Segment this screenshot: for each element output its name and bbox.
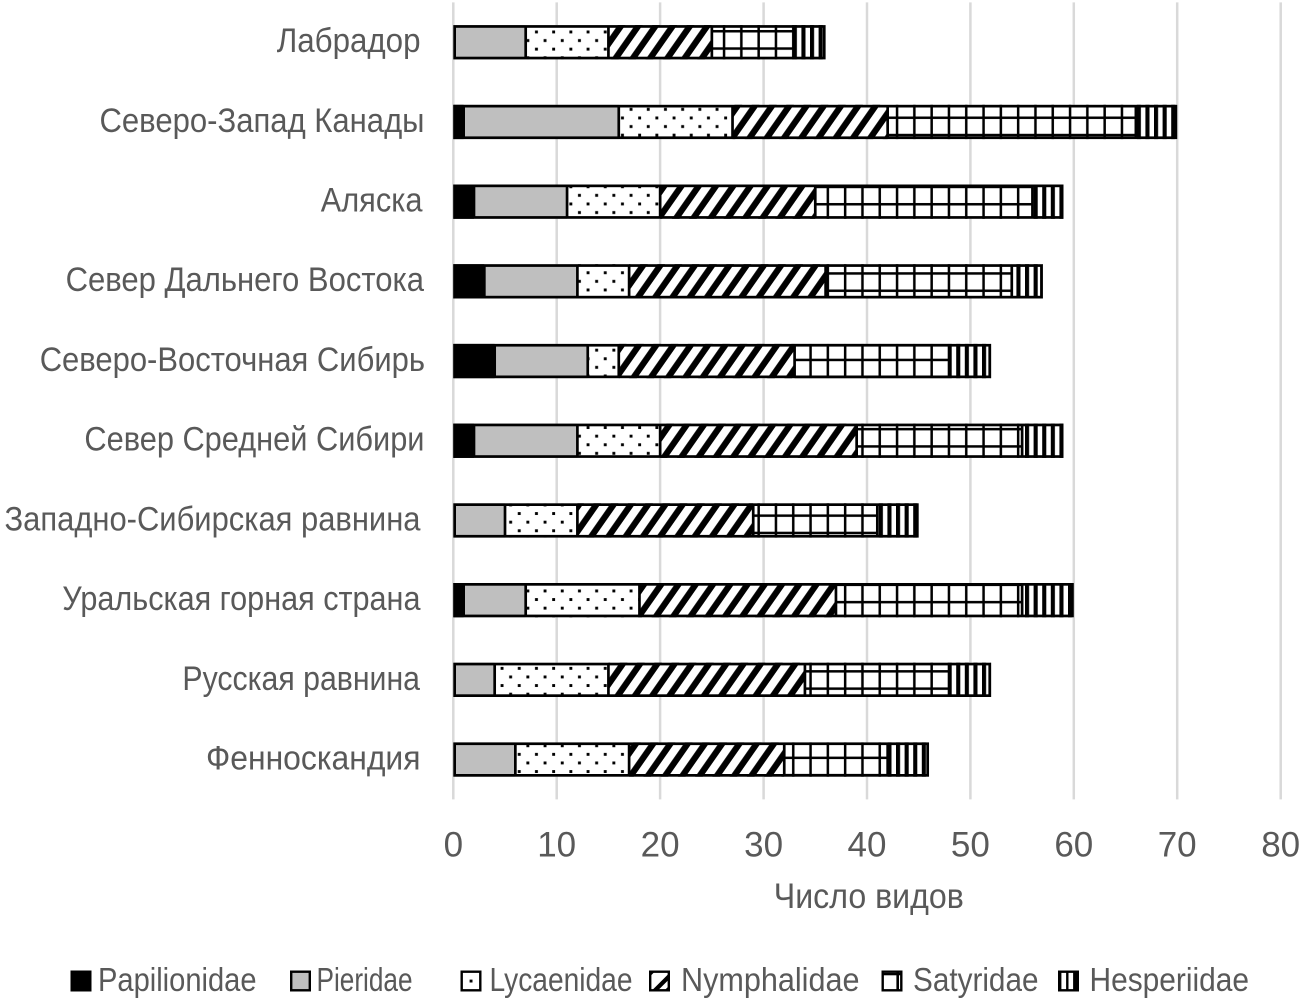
svg-text:Север Дальнего Востока: Север Дальнего Востока [66,261,424,299]
svg-text:Papilionidae: Papilionidae [98,961,257,998]
svg-text:0: 0 [444,826,463,865]
svg-text:80: 80 [1261,826,1300,865]
svg-text:10: 10 [537,826,576,865]
svg-text:Фенноскандия: Фенноскандия [206,740,421,778]
svg-text:70: 70 [1158,826,1197,865]
svg-text:30: 30 [744,826,783,865]
svg-text:Hesperiidae: Hesperiidae [1090,961,1250,998]
svg-text:40: 40 [848,826,887,865]
svg-text:Русская равнина: Русская равнина [182,660,420,698]
svg-text:Satyridae: Satyridae [913,961,1039,998]
svg-text:Северо-Запад Канады: Северо-Запад Канады [100,102,425,140]
svg-text:Число видов: Число видов [774,877,964,916]
svg-text:60: 60 [1054,826,1093,865]
svg-text:Северо-Восточная Сибирь: Северо-Восточная Сибирь [40,341,425,379]
svg-text:Уральская горная страна: Уральская горная страна [62,580,420,618]
svg-text:Западно-Сибирская равнина: Западно-Сибирская равнина [5,500,421,538]
svg-text:Pieridae: Pieridae [317,961,413,998]
svg-text:20: 20 [641,826,680,865]
svg-text:Nymphalidae: Nymphalidae [681,961,860,998]
svg-text:Север Средней Сибири: Север Средней Сибири [84,421,424,459]
svg-text:Лабрадор: Лабрадор [277,22,421,60]
svg-text:Аляска: Аляска [321,182,423,220]
svg-text:Lycaenidae: Lycaenidae [490,961,633,998]
svg-text:50: 50 [951,826,990,865]
